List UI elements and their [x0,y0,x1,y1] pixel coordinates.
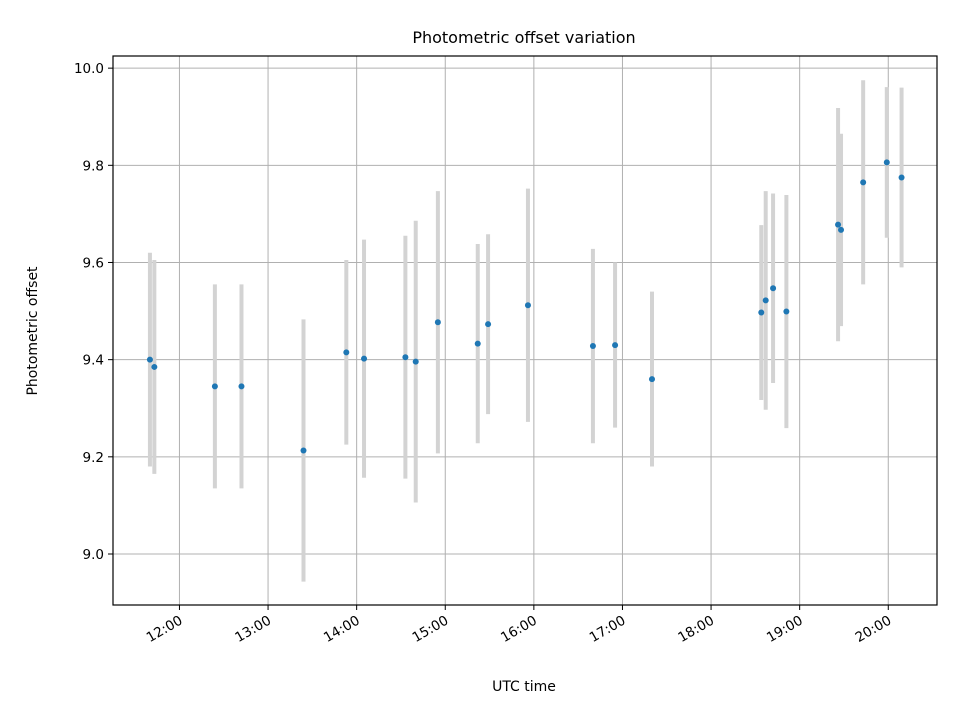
plot-frame [112,55,938,606]
x-tick-label: 18:00 [675,613,717,646]
x-tick-label: 13:00 [232,613,274,646]
data-point [412,358,419,365]
y-tick-label: 9.0 [83,547,104,563]
x-tick-label: 16:00 [498,613,540,646]
data-point [883,159,890,166]
y-tick-label: 10.0 [74,61,104,77]
data-point [612,342,619,349]
grid [113,56,937,605]
data-point [146,356,153,363]
data-point [485,321,492,328]
data-point [898,174,905,181]
x-axis-ticks: 12:00 13:00 14:00 15:00 16:00 17:00 18:00 19:00… [144,605,895,646]
data-point [762,297,769,304]
data-point [860,179,867,186]
data-point [589,343,596,350]
data-point [300,447,307,454]
chart-title: Photometric offset variation [412,28,635,47]
y-axis-ticks: 9.0 9.2 9.4 9.6 9.8 10.0 [74,61,113,563]
x-tick-label: 20:00 [853,613,895,646]
data-point [434,319,441,326]
y-tick-label: 9.6 [83,255,104,271]
x-tick-label: 15:00 [410,613,452,646]
y-tick-label: 9.4 [83,353,104,369]
data-point [524,302,531,309]
data-point [758,309,765,316]
data-point [343,349,350,356]
data-point [838,226,845,233]
data-point [402,354,409,361]
error-bars [147,80,904,582]
data-point [151,363,158,370]
data-point [783,308,790,315]
data-points [146,159,905,454]
data-point [770,285,777,292]
data-point [211,383,218,390]
y-tick-label: 9.2 [83,450,104,466]
x-tick-label: 12:00 [144,613,186,646]
x-tick-label: 17:00 [587,613,629,646]
x-tick-label: 19:00 [764,613,806,646]
data-point [238,383,245,390]
data-point [474,340,481,347]
x-tick-label: 14:00 [321,613,363,646]
data-point [361,355,368,362]
data-point [648,376,655,383]
x-axis-label: UTC time [492,679,556,695]
data-point [835,221,842,228]
y-axis-label: Photometric offset [25,266,41,396]
y-tick-label: 9.8 [83,158,104,174]
